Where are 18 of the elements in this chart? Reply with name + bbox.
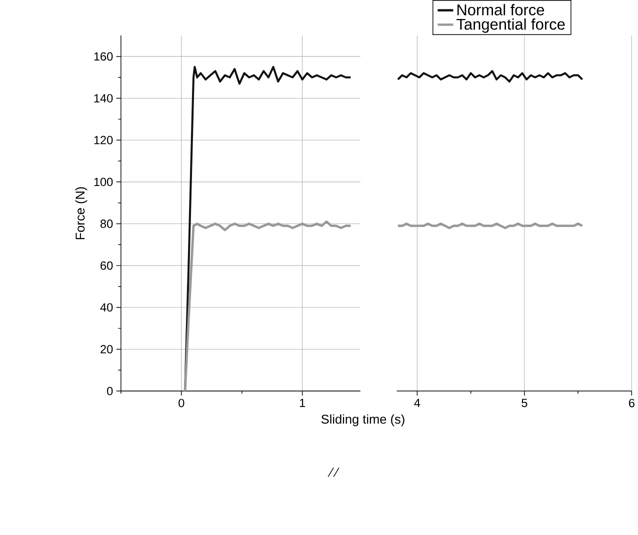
x-tick-label: 0 xyxy=(178,398,184,408)
x-tick-label: 5 xyxy=(522,398,528,407)
y-tick-label: 100 xyxy=(94,178,113,186)
y-axis-title: Force (N) xyxy=(75,187,88,239)
y-tick-label: 40 xyxy=(100,303,113,312)
y-tick-label: 20 xyxy=(100,344,113,354)
y-tick-label: 0 xyxy=(107,386,113,396)
y-tick-label: 80 xyxy=(100,219,113,228)
y-tick-label: 120 xyxy=(94,136,113,144)
y-tick-label: 140 xyxy=(94,94,113,102)
x-tick-label: 6 xyxy=(628,398,634,408)
y-tick-label: 60 xyxy=(100,261,113,270)
x-tick-label: 4 xyxy=(414,398,420,407)
legend-label: Normal force xyxy=(457,4,544,16)
y-tick-label: 160 xyxy=(94,52,113,60)
x-axis-title: Sliding time (s) xyxy=(321,414,404,426)
legend-label: Tangential force xyxy=(456,18,565,33)
x-tick-label: 1 xyxy=(300,398,306,407)
